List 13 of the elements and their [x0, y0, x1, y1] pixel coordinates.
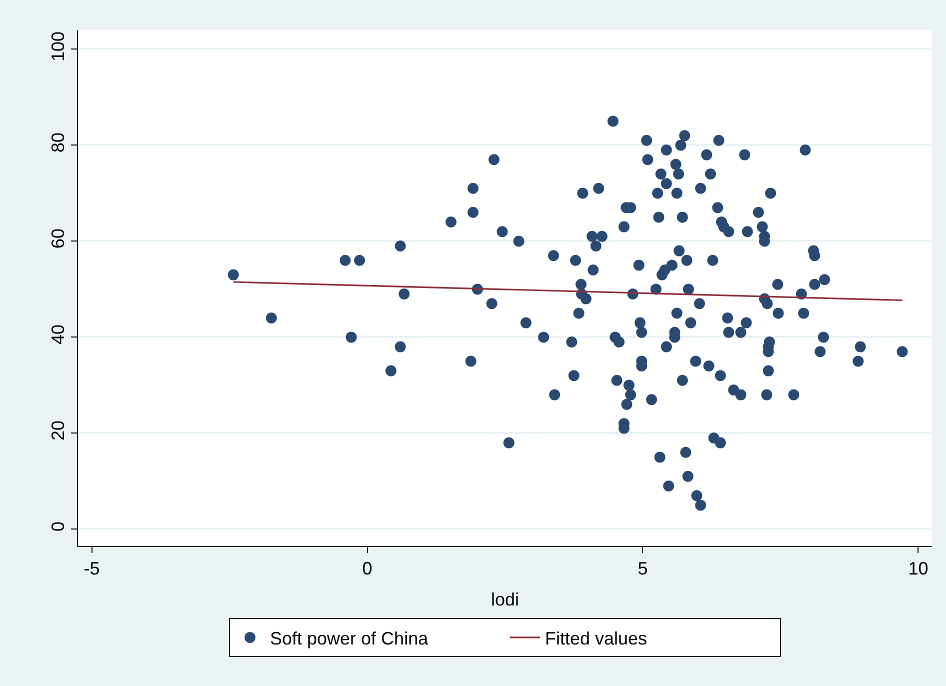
x-tick-label: 5	[638, 558, 648, 579]
legend-label: Soft power of China	[270, 628, 430, 648]
y-tick-label: 0	[48, 521, 68, 532]
y-tick-label: 80	[48, 132, 68, 153]
y-tick-label: 100	[48, 31, 68, 62]
x-tick-label: -5	[84, 558, 100, 579]
x-axis-title: lodi	[490, 590, 520, 610]
y-tick-label: 20	[48, 420, 68, 441]
y-tick-label: 40	[48, 324, 68, 345]
x-tick-label: 10	[908, 558, 928, 579]
legend-label: Fitted values	[545, 628, 648, 648]
y-tick-label: 60	[48, 228, 68, 249]
x-tick-label: 0	[362, 558, 372, 579]
